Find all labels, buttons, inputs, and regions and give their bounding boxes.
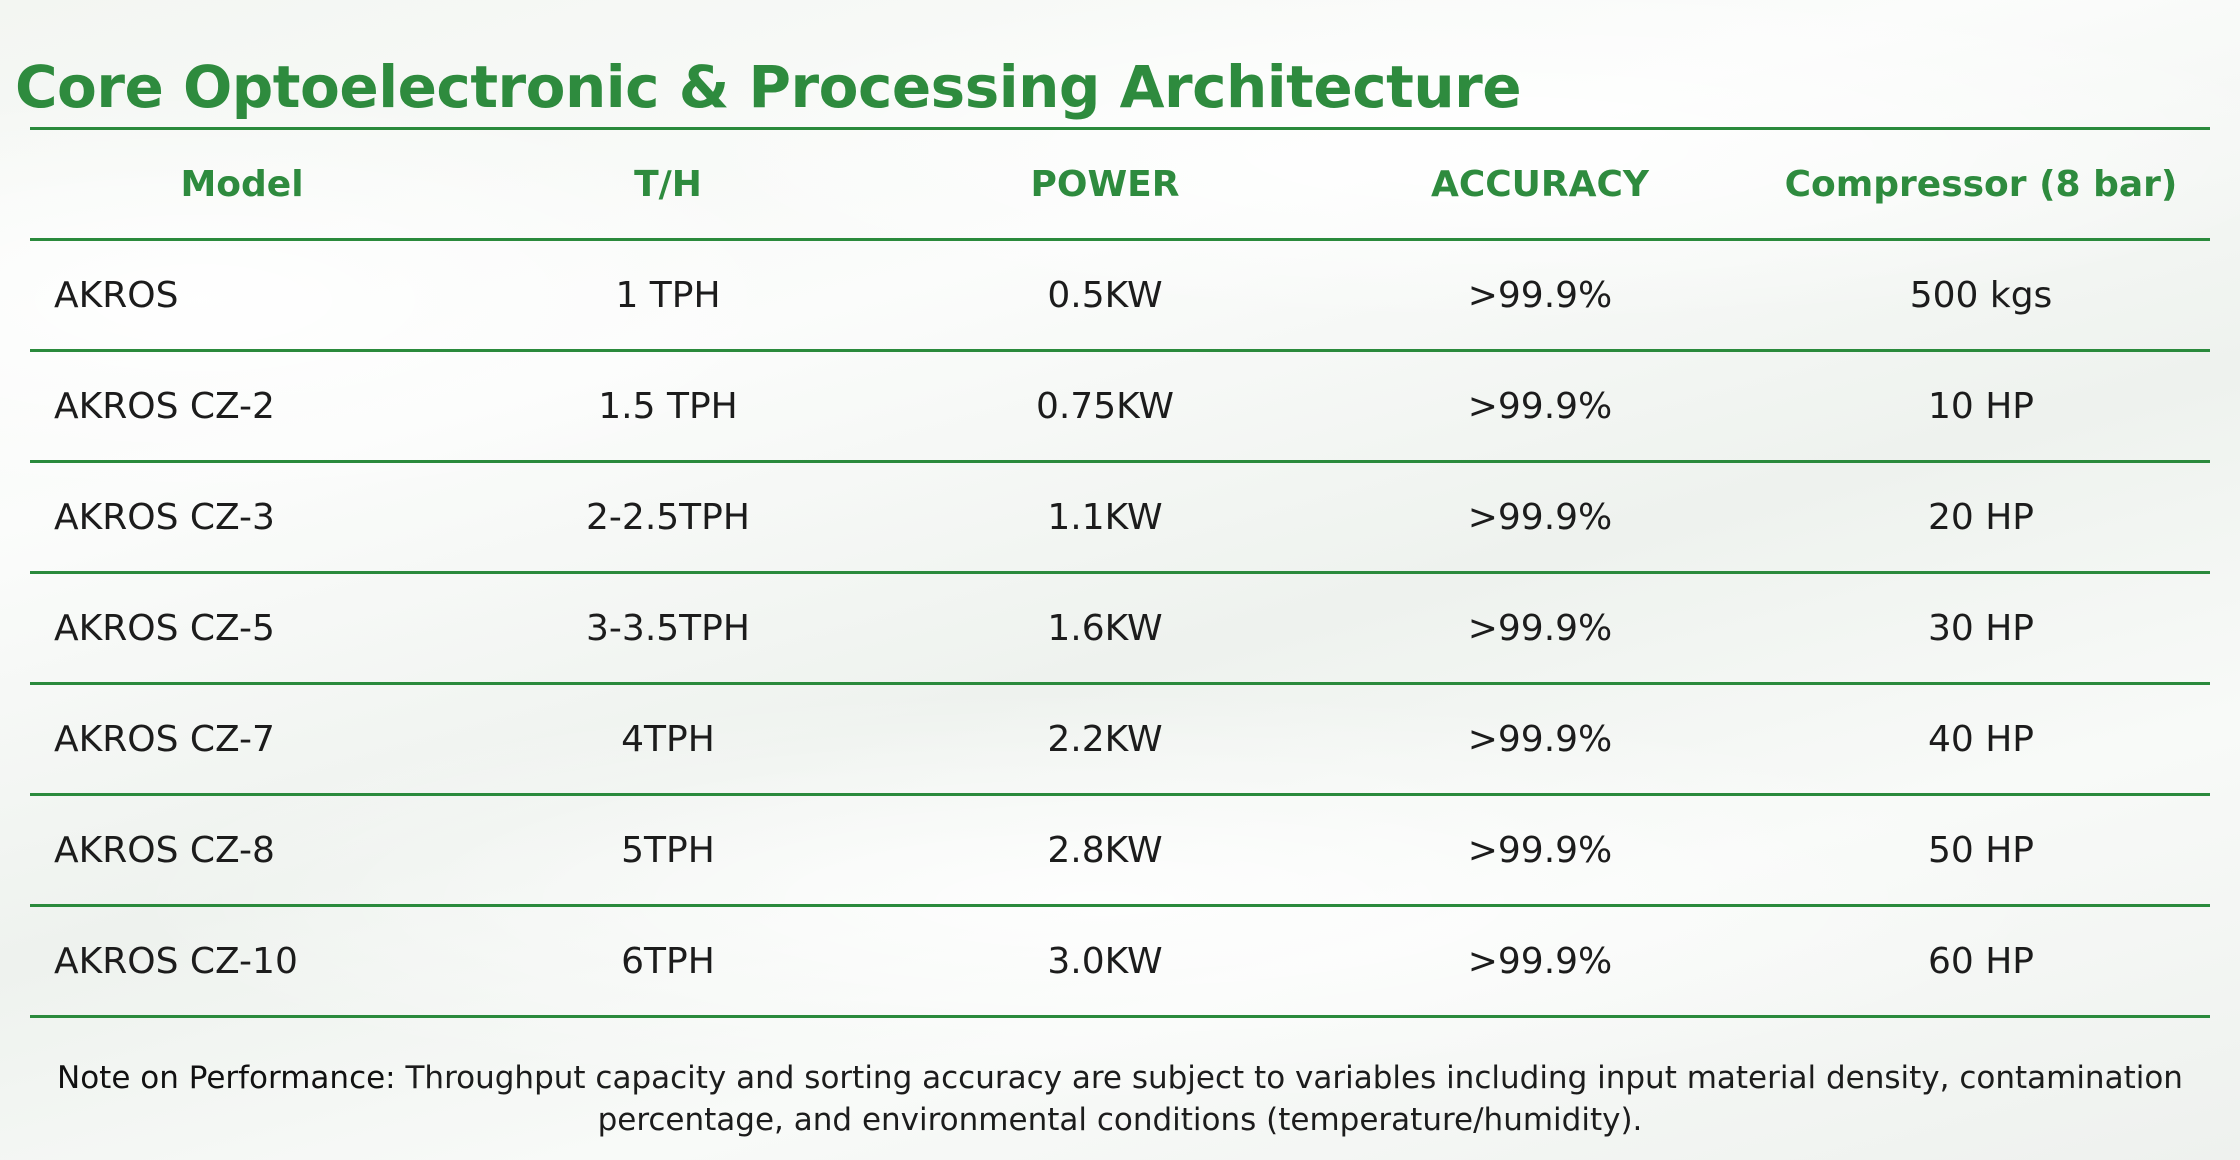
cell-accuracy: >99.9% xyxy=(1328,794,1752,907)
cell-throughput: 2-2.5TPH xyxy=(454,461,882,574)
cell-model: AKROS CZ-8 xyxy=(30,794,454,907)
cell-compressor: 60 HP xyxy=(1752,905,2210,1018)
cell-model: AKROS xyxy=(30,239,454,352)
cell-throughput: 1.5 TPH xyxy=(454,350,882,463)
cell-accuracy: >99.9% xyxy=(1328,683,1752,796)
column-header-compressor: Compressor (8 bar) xyxy=(1752,127,2210,241)
cell-compressor: 40 HP xyxy=(1752,683,2210,796)
table-row: AKROS CZ-10 6TPH 3.0KW >99.9% 60 HP xyxy=(30,905,2210,1018)
cell-power: 1.1KW xyxy=(882,461,1328,574)
cell-compressor: 50 HP xyxy=(1752,794,2210,907)
table-header-row: Model T/H POWER ACCURACY Compressor (8 b… xyxy=(30,127,2210,241)
cell-accuracy: >99.9% xyxy=(1328,905,1752,1018)
note-label: Note on Performance: xyxy=(57,1060,396,1096)
cell-accuracy: >99.9% xyxy=(1328,461,1752,574)
cell-accuracy: >99.9% xyxy=(1328,239,1752,352)
table-row: AKROS CZ-2 1.5 TPH 0.75KW >99.9% 10 HP xyxy=(30,350,2210,463)
cell-throughput: 5TPH xyxy=(454,794,882,907)
cell-throughput: 4TPH xyxy=(454,683,882,796)
performance-note: Note on Performance: Throughput capacity… xyxy=(40,1057,2200,1141)
cell-throughput: 6TPH xyxy=(454,905,882,1018)
cell-power: 0.75KW xyxy=(882,350,1328,463)
page-title: Core Optoelectronic & Processing Archite… xyxy=(14,52,1522,121)
cell-model: AKROS CZ-2 xyxy=(30,350,454,463)
cell-compressor: 10 HP xyxy=(1752,350,2210,463)
cell-power: 3.0KW xyxy=(882,905,1328,1018)
cell-power: 0.5KW xyxy=(882,239,1328,352)
cell-power: 2.2KW xyxy=(882,683,1328,796)
column-header-accuracy: ACCURACY xyxy=(1328,127,1752,241)
table-row: AKROS CZ-7 4TPH 2.2KW >99.9% 40 HP xyxy=(30,683,2210,796)
cell-power: 1.6KW xyxy=(882,572,1328,685)
cell-model: AKROS CZ-10 xyxy=(30,905,454,1018)
cell-model: AKROS CZ-7 xyxy=(30,683,454,796)
cell-model: AKROS CZ-3 xyxy=(30,461,454,574)
cell-throughput: 3-3.5TPH xyxy=(454,572,882,685)
column-header-throughput: T/H xyxy=(454,127,882,241)
table-row: AKROS 1 TPH 0.5KW >99.9% 500 kgs xyxy=(30,239,2210,352)
spec-table: Model T/H POWER ACCURACY Compressor (8 b… xyxy=(30,127,2210,1018)
column-header-power: POWER xyxy=(882,127,1328,241)
cell-model: AKROS CZ-5 xyxy=(30,572,454,685)
cell-accuracy: >99.9% xyxy=(1328,572,1752,685)
cell-throughput: 1 TPH xyxy=(454,239,882,352)
table-row: AKROS CZ-3 2-2.5TPH 1.1KW >99.9% 20 HP xyxy=(30,461,2210,574)
cell-compressor: 30 HP xyxy=(1752,572,2210,685)
table-row: AKROS CZ-5 3-3.5TPH 1.6KW >99.9% 30 HP xyxy=(30,572,2210,685)
cell-compressor: 20 HP xyxy=(1752,461,2210,574)
cell-compressor: 500 kgs xyxy=(1752,239,2210,352)
note-text: Throughput capacity and sorting accuracy… xyxy=(405,1060,2183,1138)
table-row: AKROS CZ-8 5TPH 2.8KW >99.9% 50 HP xyxy=(30,794,2210,907)
column-header-model: Model xyxy=(30,127,454,241)
cell-power: 2.8KW xyxy=(882,794,1328,907)
cell-accuracy: >99.9% xyxy=(1328,350,1752,463)
